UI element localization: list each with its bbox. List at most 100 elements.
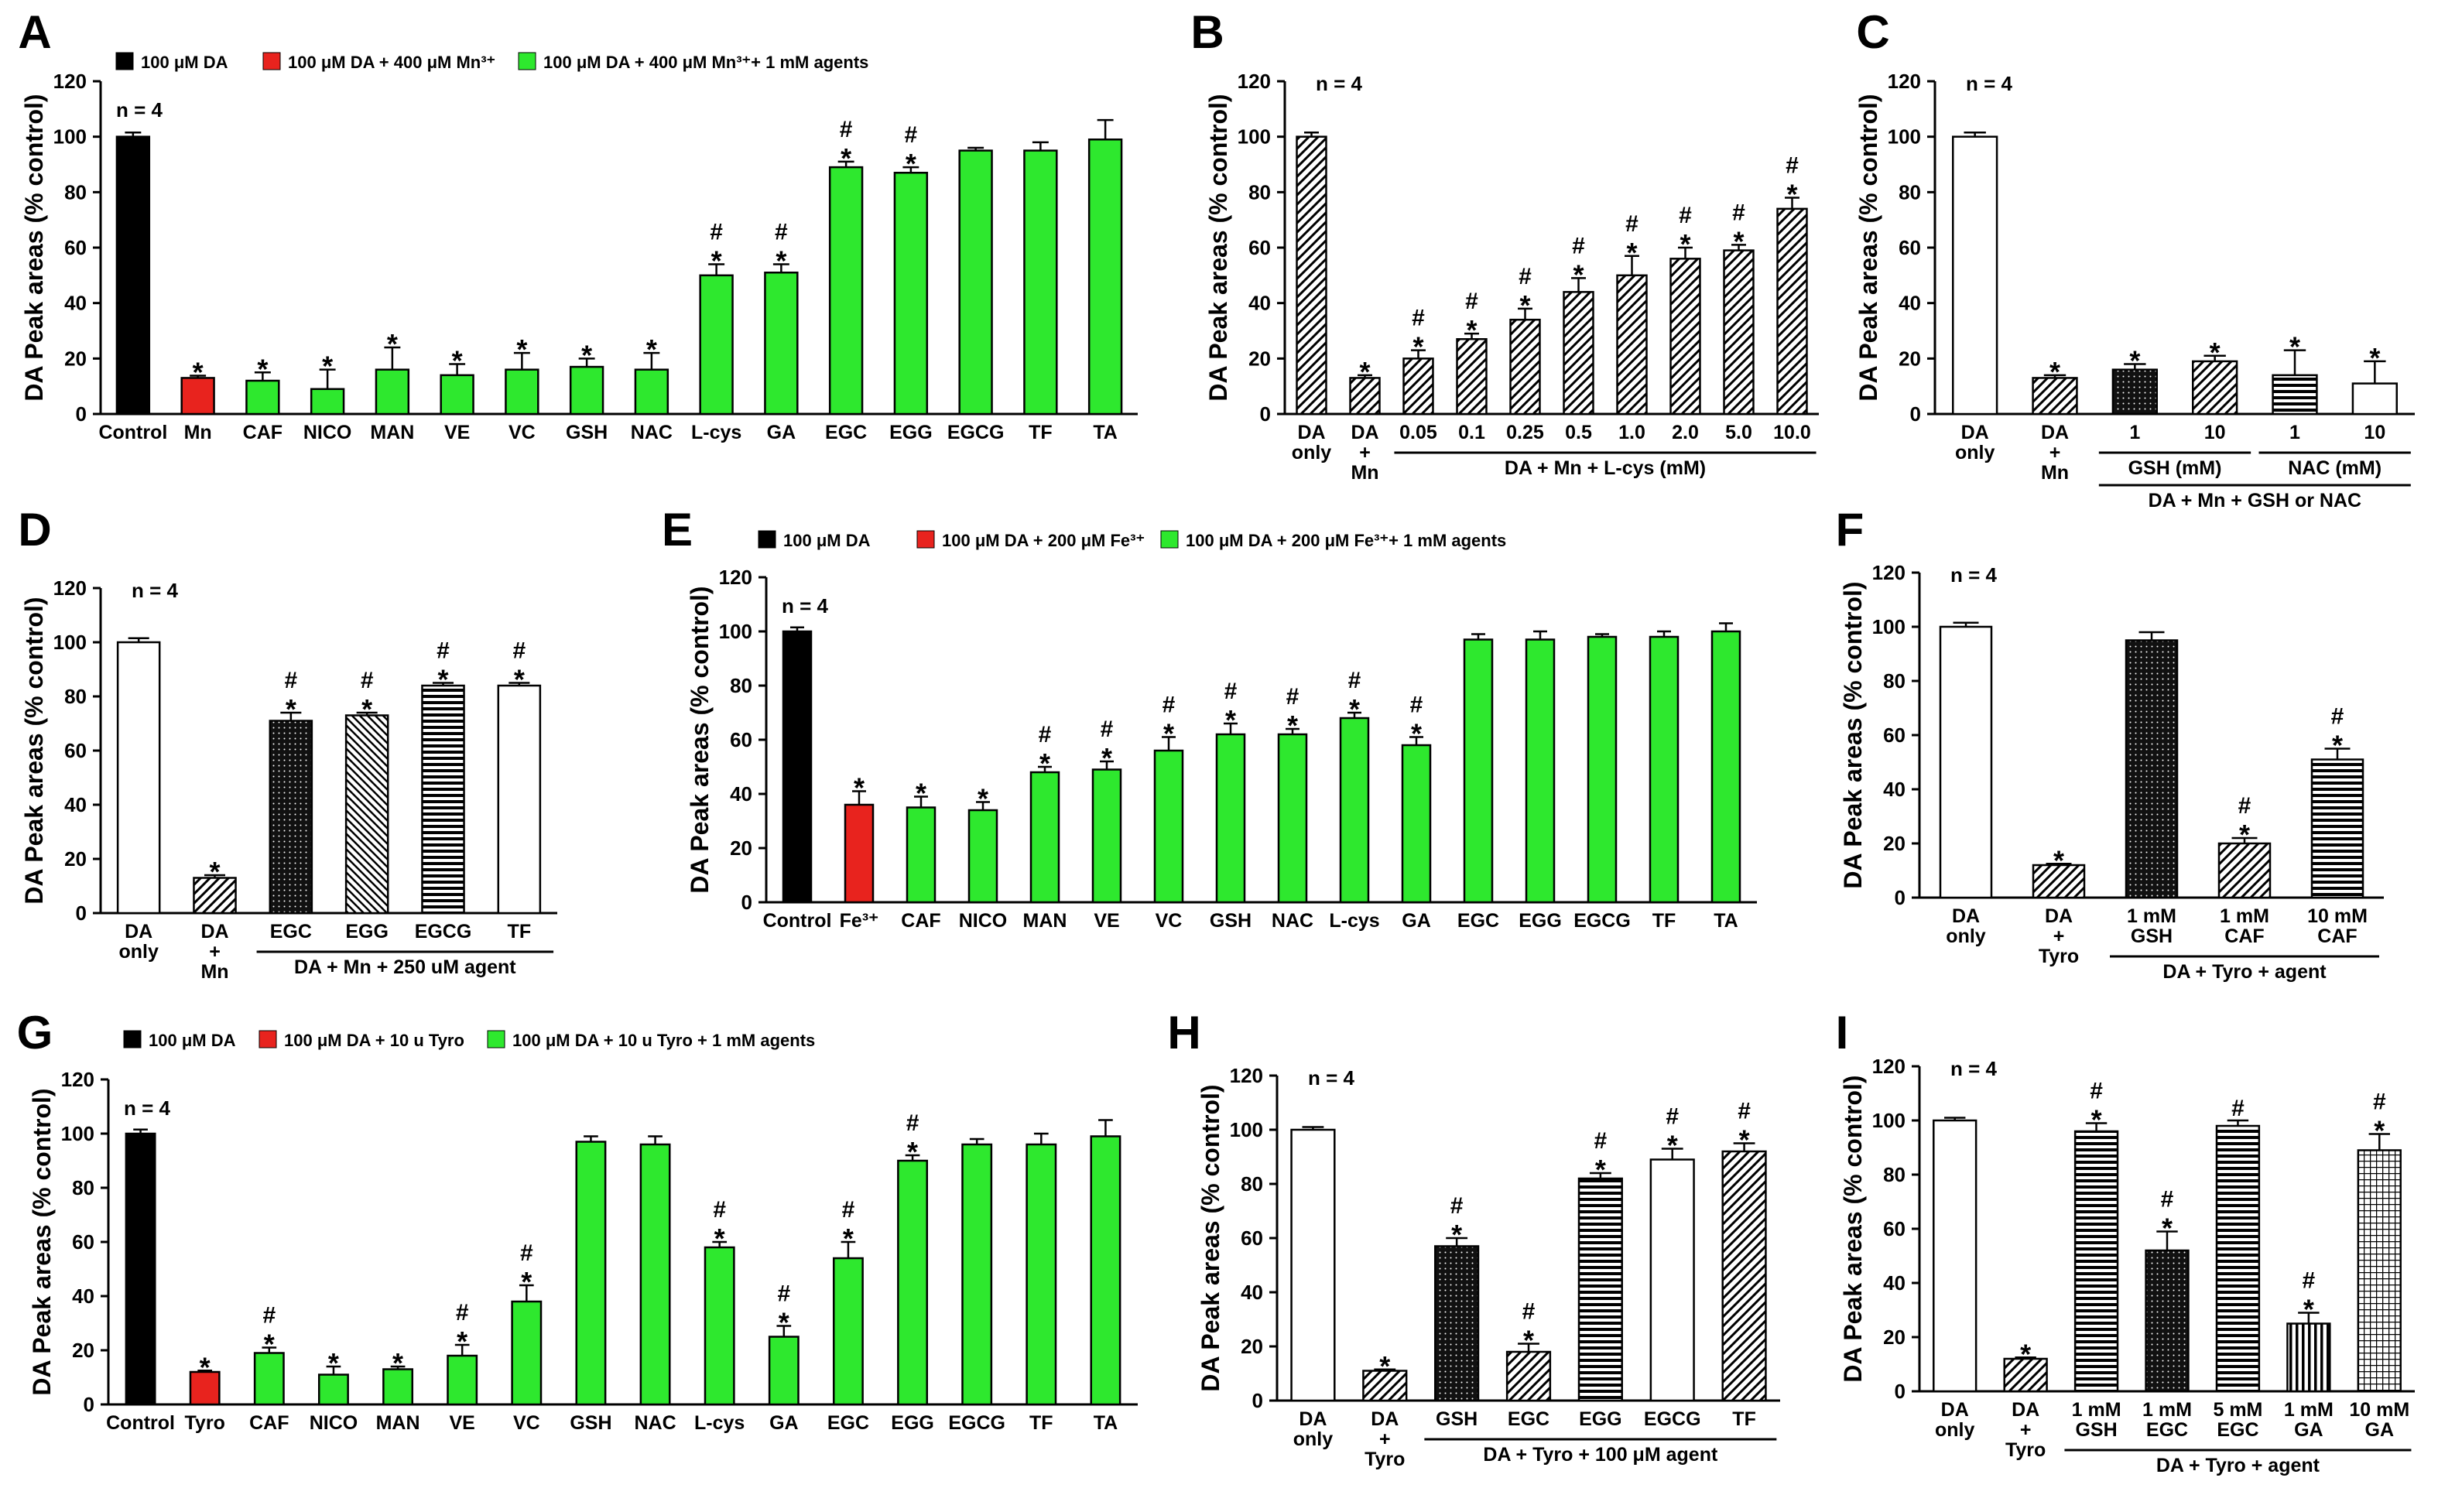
y-tick-label: 20	[64, 847, 87, 871]
category-label: DA	[1351, 422, 1378, 443]
bar	[639, 1143, 671, 1406]
y-axis-label: DA Peak areas (% control)	[1839, 1075, 1867, 1382]
significance-mark: #	[2231, 1096, 2245, 1121]
category-label: +	[1359, 442, 1371, 464]
category-label: EGC	[1508, 1408, 1549, 1430]
bar	[844, 803, 875, 904]
bar	[2192, 360, 2238, 416]
significance-mark: *	[516, 334, 527, 365]
y-tick-label: 80	[730, 674, 752, 697]
category-label: 10 mM	[2307, 905, 2368, 927]
category-label: only	[118, 941, 158, 963]
category-label: Tyro	[185, 1412, 225, 1434]
bar	[1933, 1119, 1977, 1393]
bar	[1463, 638, 1494, 904]
y-tick-label: 80	[1241, 1172, 1263, 1196]
significance-mark: *	[2374, 1115, 2385, 1147]
n-label: n = 4	[124, 1096, 171, 1120]
significance-mark: #	[2090, 1079, 2103, 1104]
bar	[1215, 733, 1246, 904]
significance-mark: *	[916, 778, 926, 809]
significance-mark: *	[779, 1307, 789, 1339]
legend-swatch	[916, 530, 935, 549]
y-tick-label: 40	[1248, 292, 1271, 315]
category-label: EGCG	[1644, 1408, 1701, 1430]
bar	[1505, 1350, 1552, 1402]
bar	[2073, 1130, 2119, 1393]
significance-mark: *	[2162, 1213, 2173, 1244]
y-tick-label: 40	[1899, 292, 1921, 315]
bar	[1776, 207, 1808, 416]
n-label: n = 4	[1950, 563, 1998, 587]
bar	[116, 641, 161, 915]
category-label: EGG	[889, 422, 933, 443]
legend-label: 100 μM DA + 200 μM Fe³⁺	[942, 531, 1145, 550]
y-tick-label: 20	[1899, 347, 1921, 370]
panel-letter: B	[1190, 6, 1224, 58]
significance-mark: #	[713, 1197, 726, 1223]
bar	[1339, 717, 1370, 904]
significance-mark: #	[906, 1110, 919, 1136]
category-label: L-cys	[1329, 910, 1379, 932]
category-label: CAF	[243, 422, 282, 443]
significance-mark: *	[2091, 1104, 2102, 1136]
bar	[2351, 382, 2399, 416]
legend-label: 100 μM DA + 400 μM Mn³⁺	[288, 53, 495, 72]
bar	[1153, 749, 1184, 904]
category-label: +	[2020, 1419, 2032, 1441]
significance-mark: #	[1039, 722, 1052, 747]
bar	[704, 1246, 735, 1406]
significance-mark: *	[1523, 1325, 1534, 1356]
bar	[1296, 135, 1327, 416]
group-label: DA + Tyro + 100 μM agent	[1483, 1444, 1718, 1466]
category-label: CAF	[249, 1412, 289, 1434]
bar	[967, 809, 998, 904]
category-label: Control	[98, 422, 167, 443]
category-label: DA	[1299, 1408, 1327, 1430]
y-tick-label: 100	[1872, 1109, 1906, 1132]
category-label: TA	[1714, 910, 1738, 932]
category-label: Tyro	[2005, 1439, 2046, 1461]
category-label: DA	[1371, 1408, 1399, 1430]
bar	[253, 1352, 285, 1406]
significance-mark: *	[387, 328, 398, 360]
category-label: only	[1292, 442, 1331, 464]
significance-mark: *	[841, 142, 851, 174]
y-tick-label: 20	[1883, 1326, 1906, 1349]
category-label: GA	[1402, 910, 1431, 932]
y-tick-label: 120	[1230, 1064, 1263, 1087]
bar	[1952, 135, 1998, 416]
significance-mark: #	[2238, 793, 2251, 819]
significance-mark: *	[361, 693, 372, 725]
bar	[768, 1336, 800, 1406]
y-tick-label: 100	[1230, 1118, 1263, 1141]
bar	[310, 388, 345, 416]
panel-letter: F	[1836, 504, 1864, 556]
y-tick-label: 100	[1238, 125, 1271, 149]
significance-mark: *	[1412, 331, 1423, 363]
y-tick-label: 120	[1872, 561, 1906, 584]
bar	[1402, 357, 1434, 416]
category-label: Mn	[200, 961, 228, 983]
bar	[421, 684, 465, 915]
category-label: NICO	[303, 422, 352, 443]
legend-swatch	[123, 1030, 142, 1048]
bar	[1026, 1143, 1057, 1406]
significance-mark: *	[2289, 331, 2300, 363]
panel-letter: G	[17, 1007, 53, 1059]
y-tick-label: 20	[1883, 832, 1906, 855]
category-label: 1 mM	[2142, 1399, 2192, 1421]
significance-mark: *	[514, 664, 525, 696]
significance-mark: *	[328, 1347, 339, 1379]
bar	[2145, 1249, 2190, 1393]
category-label: MAN	[1023, 910, 1067, 932]
bar	[634, 368, 669, 416]
y-tick-label: 80	[1883, 1163, 1906, 1186]
y-tick-label: 40	[1241, 1281, 1263, 1304]
significance-mark: *	[2332, 730, 2343, 761]
significance-mark: *	[2053, 844, 2064, 876]
significance-mark: *	[776, 245, 786, 277]
significance-mark: #	[1666, 1104, 1679, 1130]
y-tick-label: 80	[64, 685, 87, 708]
group-label: DA + Mn + 250 uM agent	[294, 956, 516, 978]
